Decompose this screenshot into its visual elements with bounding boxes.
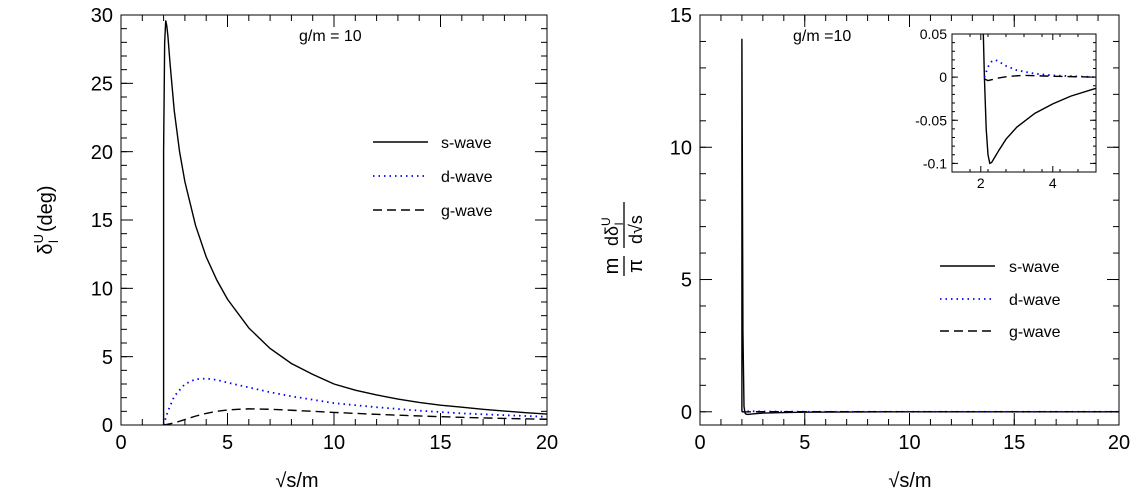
legend-label-g-wave: g-wave <box>441 203 493 220</box>
right-y-axis-label: m π dδUl d√s <box>599 202 647 276</box>
left-series-group <box>162 20 548 426</box>
left-ticks: 0 5 10 15 20 0 5 10 15 20 25 30 <box>91 5 558 454</box>
left-panel: 0 5 10 15 20 0 5 10 15 20 25 30 g/m = 10 s-wave d-w… <box>31 5 558 492</box>
inset-y-tick-label: 0 <box>939 69 947 85</box>
right-x-tick-label: 10 <box>898 432 920 454</box>
left-y-tick-label: 30 <box>91 5 113 27</box>
inset-y-tick-label: -0.05 <box>915 112 947 128</box>
legend-label-d-wave: d-wave <box>441 169 493 186</box>
legend-label-d-wave: d-wave <box>1009 292 1061 309</box>
right-x-tick-label: 0 <box>694 432 705 454</box>
left-x-axis-label: √s/m <box>275 470 318 492</box>
left-y-tick-label: 10 <box>91 279 113 301</box>
inset-series-d-wave <box>983 58 1097 79</box>
left-x-tick-label: 15 <box>429 432 451 454</box>
right-x-label: √s/m <box>888 470 931 492</box>
inset-series-s-wave <box>982 33 1097 165</box>
left-series-g-wave <box>163 408 548 426</box>
left-series-d-wave <box>162 377 548 426</box>
right-y-tick-label: 5 <box>681 270 692 292</box>
left-series-s-wave <box>162 20 548 425</box>
inset-y-tick-label: -0.1 <box>923 155 947 171</box>
inset-frame <box>951 33 1097 173</box>
inset-x-tick-label: 4 <box>1049 175 1057 191</box>
left-x-label: √s/m <box>275 470 318 492</box>
left-x-tick-label: 5 <box>222 432 233 454</box>
right-y-label-prefix-num: m <box>601 258 623 275</box>
left-legend: s-wave d-wave g-wave <box>373 135 493 220</box>
left-y-tick-label: 25 <box>91 74 113 96</box>
right-x-tick-label: 15 <box>1003 432 1025 454</box>
right-y-label-den: d√s <box>626 215 646 244</box>
right-x-tick-label: 20 <box>1108 432 1130 454</box>
inset-x-tick-label: 2 <box>977 175 985 191</box>
right-legend: s-wave d-wave g-wave <box>940 259 1061 341</box>
inset-chart: 2 4 0.05 0 -0.05 -0.1 <box>915 26 1097 191</box>
inset-series-g-wave <box>984 74 1097 82</box>
left-y-label: δUl(deg) <box>31 185 61 254</box>
inset-series-group <box>982 33 1097 165</box>
left-y-tick-label: 15 <box>91 210 113 232</box>
legend-label-g-wave: g-wave <box>1009 324 1061 341</box>
left-y-tick-label: 5 <box>102 347 113 369</box>
right-y-tick-label: 0 <box>681 402 692 424</box>
left-y-tick-label: 20 <box>91 142 113 164</box>
left-x-tick-label: 20 <box>536 432 558 454</box>
left-plot-frame <box>120 14 548 426</box>
left-y-tick-label: 0 <box>102 415 113 437</box>
right-y-label-num: dδUl <box>599 217 626 246</box>
left-x-tick-label: 10 <box>323 432 345 454</box>
inset-y-tick-label: 0.05 <box>920 26 947 42</box>
left-annotation: g/m = 10 <box>299 28 362 45</box>
left-y-axis-label: δUl(deg) <box>31 185 61 254</box>
legend-label-s-wave: s-wave <box>441 135 492 152</box>
right-annotation: g/m =10 <box>793 28 851 45</box>
left-x-tick-label: 0 <box>115 432 126 454</box>
right-y-tick-label: 10 <box>670 137 692 159</box>
right-y-label-prefix-den: π <box>625 259 647 273</box>
legend-label-s-wave: s-wave <box>1009 259 1060 276</box>
right-series-group <box>741 38 1119 416</box>
right-x-tick-label: 5 <box>799 432 810 454</box>
right-y-tick-label: 15 <box>670 5 692 27</box>
inset-ticks: 2 4 0.05 0 -0.05 -0.1 <box>915 26 1097 191</box>
